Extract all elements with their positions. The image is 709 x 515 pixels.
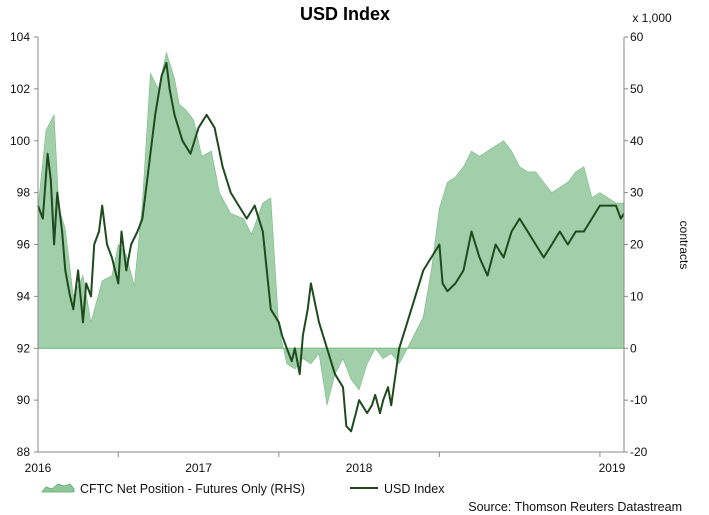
right-tick-label: 30: [630, 186, 644, 200]
left-tick-label: 98: [17, 186, 31, 200]
legend-swatch-cftc: [41, 483, 75, 493]
x-tick-label: 2019: [599, 461, 626, 475]
x-tick-label: 2016: [25, 461, 52, 475]
left-tick-label: 100: [10, 134, 30, 148]
right-tick-label: 60: [630, 30, 644, 44]
x-tick-label: 2017: [185, 461, 212, 475]
chart-title: USD Index: [300, 4, 390, 24]
right-tick-label: 40: [630, 134, 644, 148]
right-tick-label: 20: [630, 238, 644, 252]
left-axis-ticks: 88 90 92 94 96 98 100 102 104: [10, 30, 38, 459]
cftc-area-series: [37, 51, 625, 406]
left-tick-label: 94: [17, 289, 31, 303]
right-axis-ticks: -20 -10 0 10 20 30 40 50 60: [624, 30, 648, 459]
legend-label-cftc: CFTC Net Position - Futures Only (RHS): [80, 482, 305, 496]
left-tick-label: 88: [17, 445, 31, 459]
left-tick-label: 102: [10, 82, 30, 96]
left-tick-label: 92: [17, 341, 31, 355]
right-tick-label: 10: [630, 289, 644, 303]
x-tick-label: 2018: [346, 461, 373, 475]
left-tick-label: 104: [10, 30, 30, 44]
cftc-area-layer: [37, 51, 625, 406]
legend-label-usd: USD Index: [384, 482, 445, 496]
left-tick-label: 96: [17, 238, 31, 252]
right-tick-label: 50: [630, 82, 644, 96]
x-axis-ticks: 2016 2017 2018 2019: [25, 452, 626, 475]
right-tick-label: 0: [630, 341, 637, 355]
right-tick-label: -20: [630, 445, 648, 459]
legend: CFTC Net Position - Futures Only (RHS) U…: [41, 482, 445, 496]
right-axis-title: contracts: [677, 221, 691, 270]
usd-index-line: [37, 61, 625, 433]
left-tick-label: 90: [17, 393, 31, 407]
usd-line-layer: [37, 61, 625, 433]
right-axis-unit: x 1,000: [632, 11, 672, 25]
right-tick-label: -10: [630, 393, 648, 407]
source-note: Source: Thomson Reuters Datastream: [468, 500, 682, 514]
